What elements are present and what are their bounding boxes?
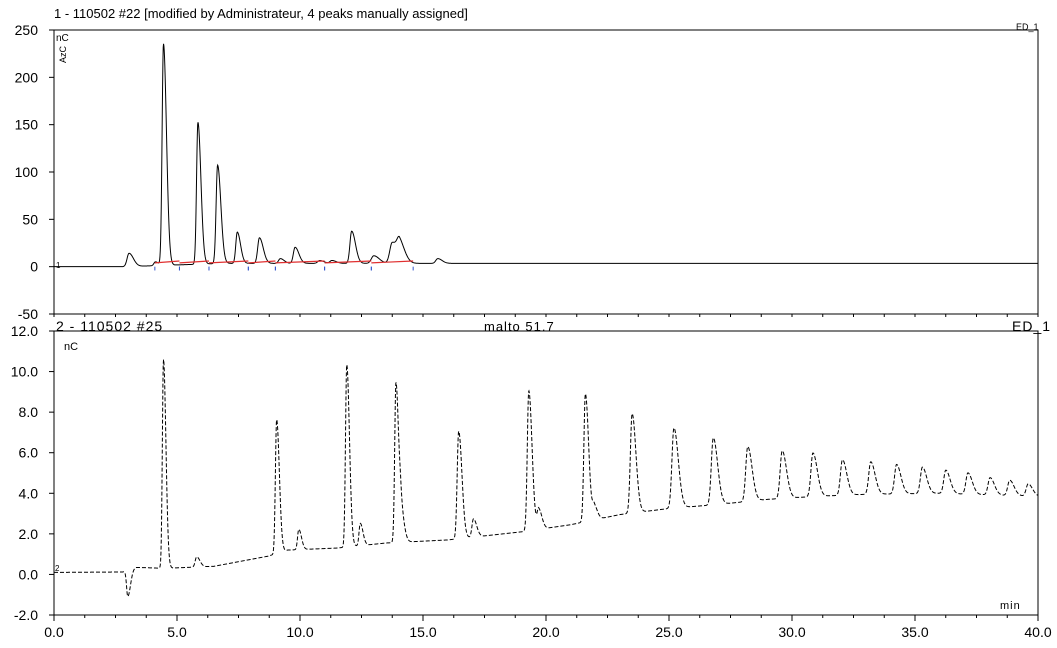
panel-1-y-tick-label: 150 — [15, 117, 39, 133]
x-tick-label: 5.0 — [167, 624, 187, 640]
x-tick-label: 20.0 — [532, 624, 559, 640]
top-panel-unit-label: nC — [56, 33, 69, 44]
panel-1-y-tick-label: 200 — [15, 69, 39, 85]
x-tick-label: 0.0 — [44, 624, 64, 640]
integration-baseline-segment — [154, 260, 180, 264]
panel-2-y-tick-label: -2.0 — [14, 607, 38, 623]
bottom-panel-channel-marker: 2 — [55, 564, 60, 573]
panel-2-y-tick-label: 0.0 — [19, 566, 39, 582]
panel-2-y-tick-label: 12.0 — [11, 323, 38, 339]
chart-marks: 250200150100500-5012.010.08.06.04.02.00.… — [11, 22, 1052, 640]
top-panel-title: 1 - 110502 #22 [modified by Administrate… — [54, 6, 468, 21]
panel-1-series-trace — [54, 43, 1038, 268]
x-tick-label: 40.0 — [1024, 624, 1051, 640]
integration-baseline-segment — [208, 260, 249, 264]
panel-2-y-tick-label: 10.0 — [11, 364, 38, 380]
bottom-panel-unit-label: nC — [64, 341, 78, 353]
panel-2-series-trace — [54, 359, 1039, 598]
x-tick-label: 30.0 — [778, 624, 805, 640]
panel-1-y-tick-label: 250 — [15, 22, 39, 38]
bottom-panel-detector-label: ED_1 — [1012, 318, 1051, 334]
x-axis-label: min — [1000, 600, 1021, 612]
panel-1-y-tick-label: 50 — [22, 211, 38, 227]
integration-baseline-segment — [324, 260, 372, 264]
x-tick-label: 15.0 — [409, 624, 436, 640]
panel-1-y-tick-label: -50 — [18, 306, 38, 322]
panel-2-y-tick-label: 8.0 — [19, 404, 39, 420]
top-panel-unit-rotated: AzC — [58, 45, 68, 63]
x-tick-label: 10.0 — [286, 624, 313, 640]
panel-2-y-tick-label: 6.0 — [19, 445, 39, 461]
bottom-panel-title: 2 - 110502 #25 — [56, 318, 163, 334]
x-tick-label: 25.0 — [655, 624, 682, 640]
panel-1-y-tick-label: 100 — [15, 164, 39, 180]
panel-1-y-tick-label: 0 — [30, 259, 38, 275]
bottom-panel-subtitle: malto 51.7 — [484, 319, 555, 334]
x-tick-label: 35.0 — [901, 624, 928, 640]
panel-2-y-tick-label: 4.0 — [19, 485, 39, 501]
integration-baseline-segment — [275, 260, 325, 264]
integration-baseline-segment — [179, 260, 210, 264]
integration-baseline-segment — [248, 260, 276, 264]
top-panel-channel-marker: 1 — [56, 261, 61, 270]
top-panel-detector-label: ED_1 — [1016, 22, 1039, 32]
integration-baseline-segment — [371, 260, 414, 264]
panel-2-y-tick-label: 2.0 — [19, 526, 39, 542]
